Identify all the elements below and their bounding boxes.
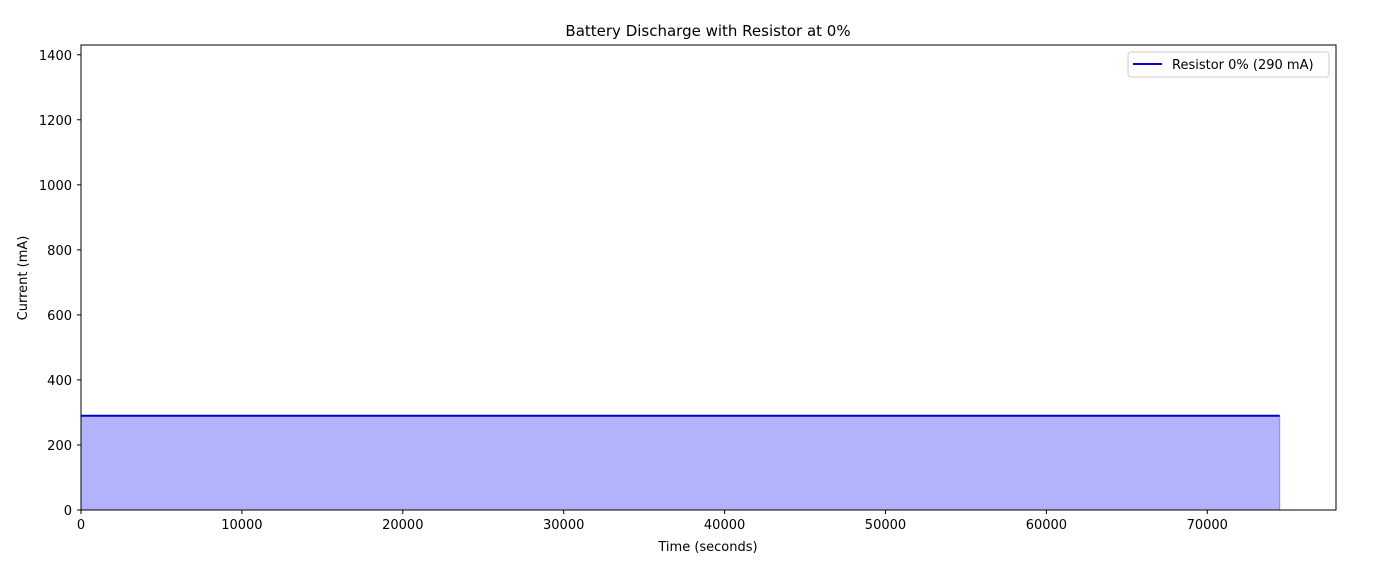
x-axis-label: Time (seconds)	[657, 540, 757, 555]
x-tick-label: 60000	[1026, 518, 1067, 533]
x-tick-label: 40000	[704, 518, 745, 533]
y-axis-label: Current (mA)	[16, 236, 31, 321]
x-tick-label: 20000	[382, 518, 423, 533]
x-tick-label: 50000	[865, 518, 906, 533]
y-tick-label: 1200	[39, 114, 72, 129]
y-tick-label: 200	[47, 439, 72, 454]
y-tick-label: 400	[47, 374, 72, 389]
y-tick-label: 1000	[39, 179, 72, 194]
y-tick-label: 0	[64, 504, 72, 519]
y-tick-label: 800	[47, 244, 72, 259]
chart-title: Battery Discharge with Resistor at 0%	[565, 22, 850, 40]
legend-box	[1127, 51, 1330, 78]
x-tick-label: 10000	[221, 518, 262, 533]
x-tick-label: 30000	[543, 518, 584, 533]
x-tick-label: 0	[77, 518, 85, 533]
y-tick-label: 600	[47, 309, 72, 324]
legend: Resistor 0% (290 mA)	[1127, 51, 1330, 78]
x-axis-ticks: 0 10000 20000 30000 40000 50000 60000 70000	[77, 510, 1228, 533]
x-tick-label: 70000	[1187, 518, 1228, 533]
series-0-area-fill	[80, 415, 1281, 511]
y-axis-ticks: 0 200 400 600 800 1000 1200 1400	[39, 49, 81, 519]
axes-frame	[80, 44, 1337, 511]
y-tick-label: 1400	[39, 49, 72, 64]
plot-area	[80, 414, 1281, 511]
legend-entry: Resistor 0% (290 mA)	[1172, 58, 1314, 73]
